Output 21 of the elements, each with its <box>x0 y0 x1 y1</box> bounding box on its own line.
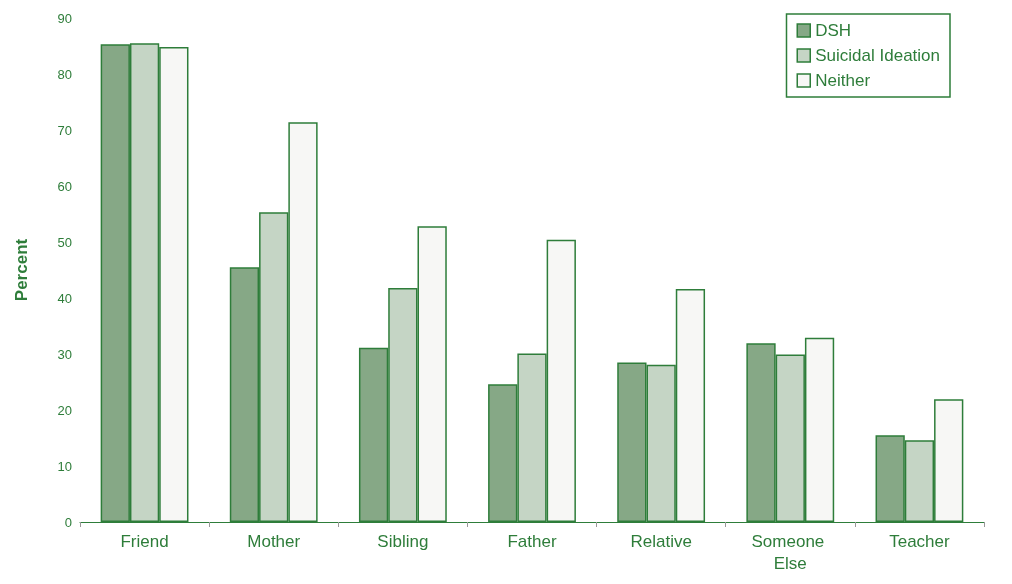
y-axis-title: Percent <box>12 238 31 302</box>
x-tick-label: Father <box>507 531 557 551</box>
x-tick-label: Relative <box>630 531 692 551</box>
y-tick-label: 20 <box>57 402 72 418</box>
y-tick-label: 40 <box>57 290 72 306</box>
y-tick-label: 90 <box>57 10 72 26</box>
legend-label: DSH <box>815 21 852 40</box>
y-tick-label: 0 <box>64 514 72 530</box>
x-tick-label: Sibling <box>377 531 429 551</box>
y-tick-label: 70 <box>57 122 72 138</box>
x-tick-label: Someone Else <box>751 531 830 573</box>
y-tick-label: 50 <box>57 234 72 250</box>
y-tick-label: 10 <box>57 458 72 474</box>
legend-label: Neither <box>815 71 871 90</box>
legend-label: Suicidal Ideation <box>815 46 941 65</box>
x-tick-label: Friend <box>120 531 169 551</box>
y-tick-label: 80 <box>57 66 72 82</box>
y-tick-label: 30 <box>57 346 72 362</box>
x-tick-label: Teacher <box>889 531 950 551</box>
y-tick-label: 60 <box>57 178 72 194</box>
x-tick-label: Mother <box>247 531 301 551</box>
